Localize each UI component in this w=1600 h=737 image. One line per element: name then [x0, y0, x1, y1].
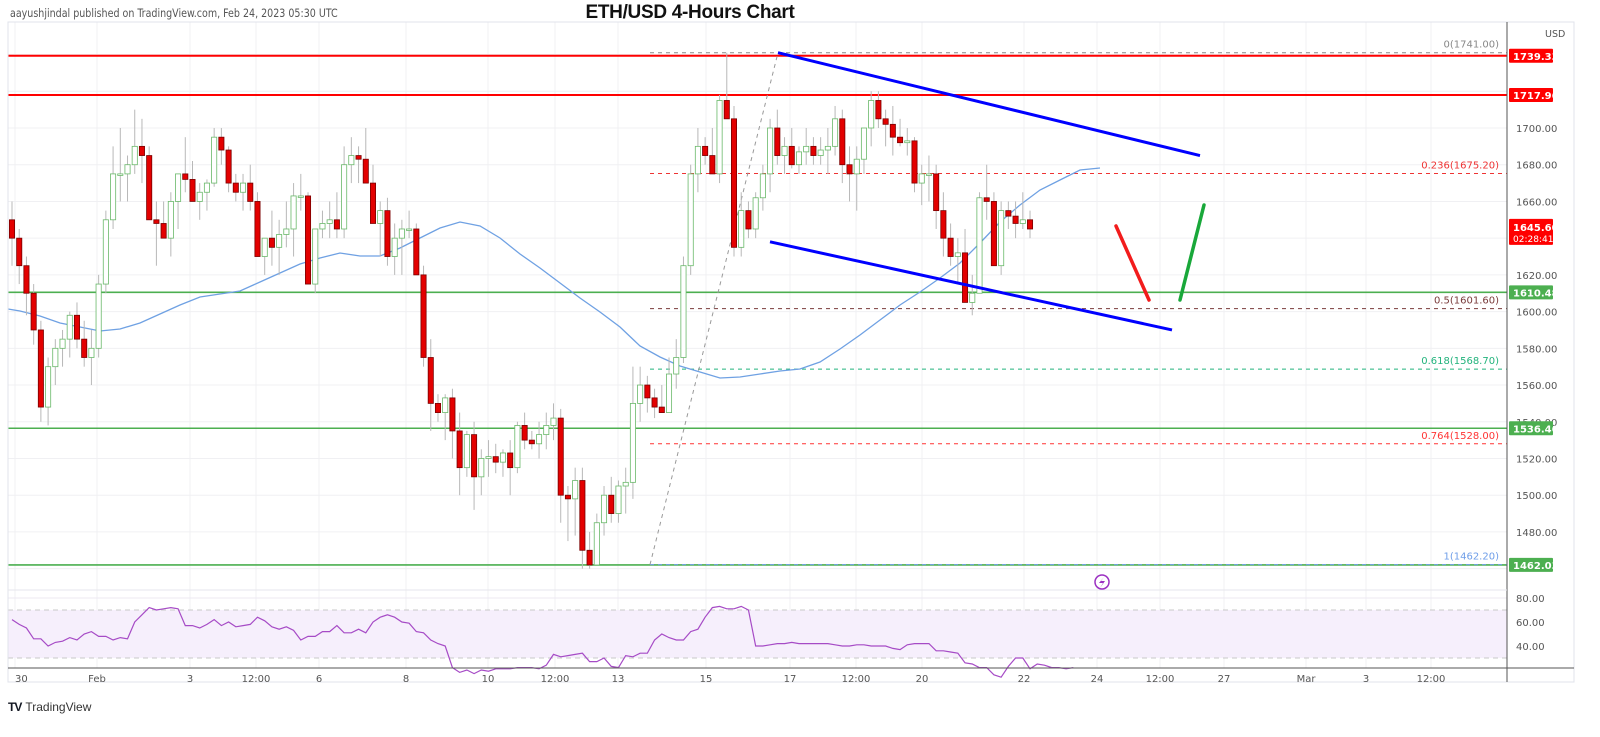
- svg-text:1(1462.20): 1(1462.20): [1443, 552, 1499, 563]
- svg-text:0.236(1675.20): 0.236(1675.20): [1421, 161, 1499, 172]
- horizontal-levels: [8, 54, 1507, 566]
- svg-text:1717.96: 1717.96: [1513, 91, 1559, 102]
- svg-text:1536.46: 1536.46: [1513, 424, 1559, 435]
- chart-title-text: ETH/USD 4-Hours Chart: [585, 2, 795, 23]
- svg-text:60.00: 60.00: [1516, 618, 1545, 629]
- svg-text:Feb: Feb: [88, 674, 106, 685]
- svg-text:0.5(1601.60): 0.5(1601.60): [1434, 296, 1499, 307]
- chart-title: ETH/USD 4-Hours Chart: [0, 2, 1600, 24]
- axes: 1700.001680.001660.001620.001600.001580.…: [7, 21, 1575, 685]
- svg-text:40.00: 40.00: [1516, 642, 1545, 653]
- svg-text:0(1741.00): 0(1741.00): [1443, 40, 1499, 51]
- candlestick-series: [8, 52, 1034, 569]
- svg-text:1560.00: 1560.00: [1516, 381, 1557, 392]
- svg-text:1610.48: 1610.48: [1513, 288, 1559, 299]
- svg-text:20: 20: [916, 674, 929, 685]
- svg-text:8: 8: [403, 674, 409, 685]
- svg-text:15: 15: [700, 674, 713, 685]
- svg-text:22: 22: [1018, 674, 1031, 685]
- svg-text:USD: USD: [1545, 29, 1565, 40]
- svg-text:1680.00: 1680.00: [1516, 161, 1557, 172]
- svg-text:17: 17: [784, 674, 797, 685]
- svg-text:1739.33: 1739.33: [1513, 52, 1559, 63]
- tradingview-logo-icon: TV: [8, 700, 22, 714]
- svg-text:10: 10: [482, 674, 495, 685]
- lightning-icon[interactable]: [1094, 574, 1110, 590]
- svg-text:30: 30: [15, 674, 28, 685]
- svg-text:1660.00: 1660.00: [1516, 197, 1557, 208]
- svg-text:13: 13: [612, 674, 625, 685]
- svg-text:02:28:41: 02:28:41: [1513, 235, 1553, 245]
- publisher-line: aayushjindal published on TradingView.co…: [10, 6, 338, 20]
- svg-text:1645.60: 1645.60: [1513, 223, 1559, 234]
- svg-text:12:00: 12:00: [541, 674, 570, 685]
- svg-text:1462.03: 1462.03: [1513, 561, 1559, 572]
- svg-text:1500.00: 1500.00: [1516, 491, 1557, 502]
- svg-text:24: 24: [1091, 674, 1104, 685]
- svg-text:3: 3: [187, 674, 193, 685]
- svg-text:1620.00: 1620.00: [1516, 271, 1557, 282]
- svg-text:1480.00: 1480.00: [1516, 528, 1557, 539]
- svg-text:12:00: 12:00: [1417, 674, 1446, 685]
- svg-text:27: 27: [1218, 674, 1231, 685]
- svg-text:Mar: Mar: [1297, 674, 1317, 685]
- svg-text:1700.00: 1700.00: [1516, 124, 1557, 135]
- grid-lines: [8, 22, 1507, 668]
- fibonacci-retracement[interactable]: 0(1741.00) 0.236(1675.20) 0.5(1601.60) 0.61…: [649, 40, 1507, 566]
- svg-text:12:00: 12:00: [1146, 674, 1175, 685]
- svg-text:6: 6: [316, 674, 322, 685]
- svg-text:80.00: 80.00: [1516, 594, 1545, 605]
- tradingview-footer[interactable]: TV TradingView: [8, 700, 91, 714]
- svg-text:12:00: 12:00: [242, 674, 271, 685]
- trend-drawings[interactable]: [769, 51, 1206, 332]
- tradingview-brand: TradingView: [25, 700, 92, 714]
- svg-text:0.618(1568.70): 0.618(1568.70): [1421, 356, 1499, 367]
- svg-text:1580.00: 1580.00: [1516, 344, 1557, 355]
- svg-text:1600.00: 1600.00: [1516, 308, 1557, 319]
- svg-text:0.764(1528.00): 0.764(1528.00): [1421, 431, 1499, 442]
- rsi-panel: [8, 605, 1507, 678]
- svg-text:12:00: 12:00: [842, 674, 871, 685]
- svg-text:1520.00: 1520.00: [1516, 454, 1557, 465]
- svg-text:3: 3: [1363, 674, 1369, 685]
- moving-average-line: [7, 167, 1101, 379]
